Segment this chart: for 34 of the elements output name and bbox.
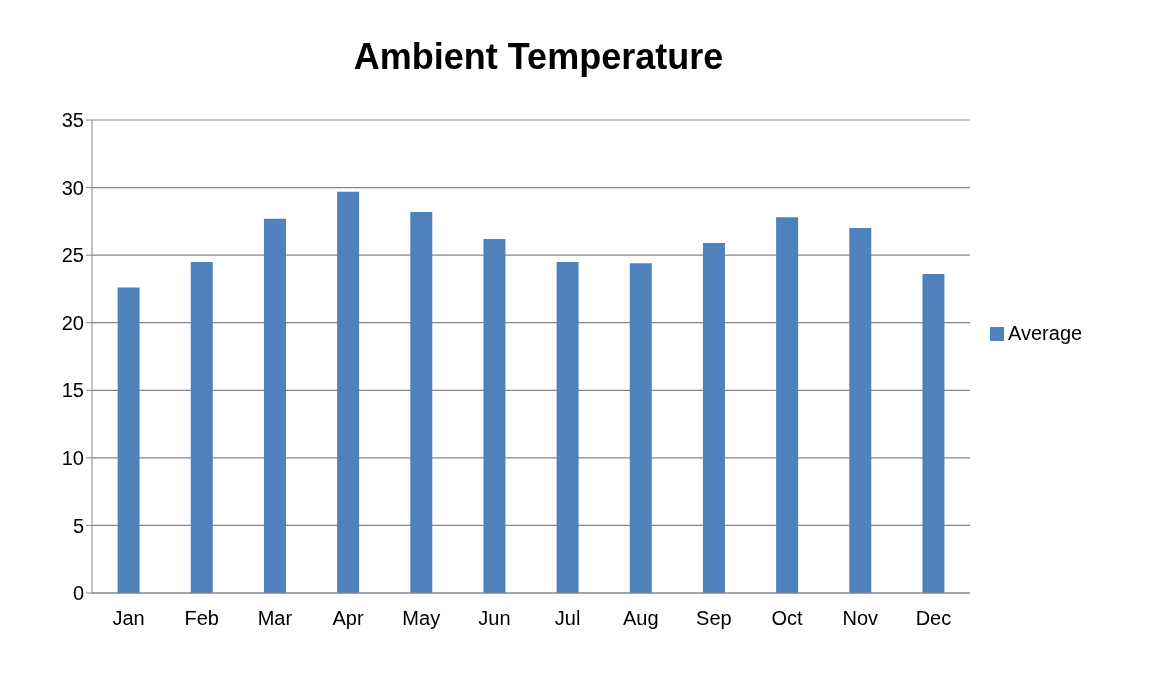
x-tick-label: May xyxy=(402,607,441,630)
bar xyxy=(117,287,140,593)
y-tick-label: 5 xyxy=(72,514,84,537)
y-tick-label: 35 xyxy=(61,109,84,132)
x-tick-label: Feb xyxy=(184,607,219,630)
y-tick-label: 25 xyxy=(61,244,84,267)
bar xyxy=(337,191,360,593)
x-tick-label: Jun xyxy=(478,607,511,630)
bar xyxy=(556,261,579,593)
bar xyxy=(702,242,725,593)
bar xyxy=(190,261,213,593)
bar xyxy=(483,238,506,593)
x-tick-label: Aug xyxy=(622,607,659,630)
x-tick-label: Jul xyxy=(554,607,581,630)
y-tick-label: 20 xyxy=(61,311,84,334)
y-tick-label: 0 xyxy=(72,582,84,605)
y-tick-label: 15 xyxy=(61,379,84,402)
x-tick-label: Jan xyxy=(112,607,145,630)
bar xyxy=(263,218,286,593)
x-tick-label: Mar xyxy=(257,607,293,630)
x-tick-label: Nov xyxy=(842,607,879,630)
bar xyxy=(776,217,799,593)
x-tick-label: Apr xyxy=(332,607,364,630)
legend-label: Average xyxy=(1008,321,1083,344)
chart-title: Ambient Temperature xyxy=(352,36,725,78)
bar xyxy=(629,263,652,593)
y-tick-label: 10 xyxy=(61,446,84,469)
x-tick-label: Oct xyxy=(771,607,804,630)
bar xyxy=(849,228,872,593)
x-tick-label: Dec xyxy=(915,607,952,630)
bar xyxy=(410,211,433,593)
x-tick-label: Sep xyxy=(696,607,732,630)
y-tick-label: 30 xyxy=(61,176,84,199)
bar xyxy=(922,274,945,593)
